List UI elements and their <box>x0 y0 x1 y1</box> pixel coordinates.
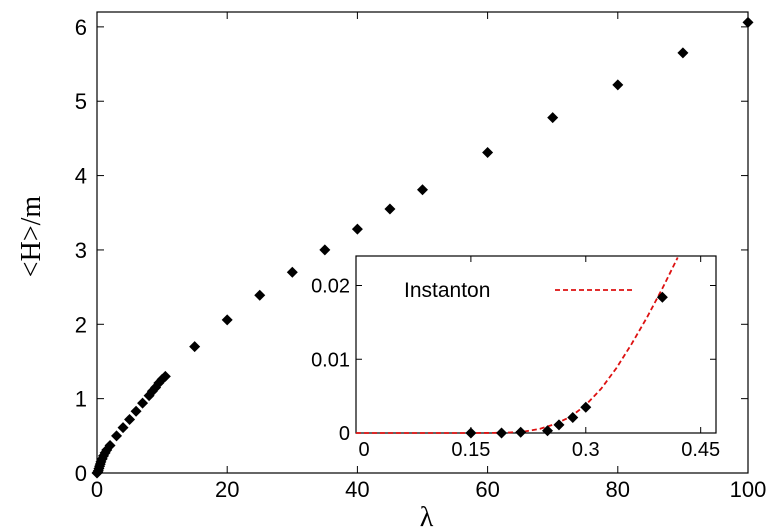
inset-x-ticks: 0 0.15 0.3 0.45 <box>355 256 720 461</box>
legend-label-instanton: Instanton <box>404 279 490 302</box>
main-data-point <box>547 112 559 124</box>
inset-data-point <box>515 426 527 438</box>
inset-y-ticks: 0 0.01 0.02 <box>311 276 716 445</box>
main-data-point <box>351 223 363 235</box>
main-x-tick-label: 60 <box>475 477 499 502</box>
main-x-tick-label: 20 <box>215 477 239 502</box>
main-data-point <box>221 314 233 326</box>
inset-y-tick-label: 0.02 <box>311 276 350 298</box>
inset-data-points <box>465 291 668 439</box>
main-x-tick-label: 80 <box>606 477 630 502</box>
main-data-point <box>117 422 129 434</box>
main-data-point <box>189 341 201 353</box>
main-data-point <box>124 413 136 425</box>
main-plot: 0 20 40 60 80 100 0 1 2 3 4 5 6 λ <H>/m <box>16 11 766 529</box>
main-x-tick-label: 100 <box>730 477 767 502</box>
inset-data-point <box>496 427 508 439</box>
inset-data-point <box>580 401 592 413</box>
inset-y-tick-label: 0 <box>339 423 350 445</box>
main-y-tick-label: 4 <box>75 164 87 189</box>
inset-data-point <box>465 427 477 439</box>
x-axis-title: λ <box>420 502 434 529</box>
inset-plot: 0 0.15 0.3 0.45 0 0.01 0.02 Instanton <box>311 255 720 461</box>
inset-plot-frame <box>355 255 717 434</box>
inset-background <box>356 256 716 433</box>
main-y-tick-label: 2 <box>75 312 87 337</box>
main-data-point <box>111 430 123 442</box>
inset-y-tick-label: 0.01 <box>311 349 350 371</box>
main-data-point <box>319 244 331 256</box>
inset-data-point <box>656 291 668 303</box>
main-y-tick-label: 5 <box>75 89 87 114</box>
main-data-point <box>104 439 116 451</box>
main-data-point <box>742 16 754 28</box>
main-data-point <box>159 370 171 382</box>
main-x-ticks: 0 20 40 60 80 100 <box>91 12 766 502</box>
main-y-ticks: 0 1 2 3 4 5 6 <box>75 15 748 486</box>
main-data-point <box>254 289 266 301</box>
inset-x-tick-label: 0.15 <box>451 439 490 461</box>
main-x-tick-label: 40 <box>345 477 369 502</box>
inset-legend: Instanton <box>404 279 633 302</box>
main-data-points <box>91 16 754 479</box>
inset-data-point <box>567 412 579 424</box>
y-axis-title: <H>/m <box>16 196 47 278</box>
main-data-point <box>130 405 142 417</box>
inset-x-tick-label: 0 <box>358 439 369 461</box>
main-x-tick-label: 0 <box>91 477 103 502</box>
main-y-tick-label: 3 <box>75 238 87 263</box>
main-data-point <box>417 184 428 196</box>
main-data-point <box>612 79 624 91</box>
inset-x-tick-label: 0.3 <box>572 439 600 461</box>
main-y-tick-label: 1 <box>75 387 87 412</box>
main-data-point <box>677 47 689 59</box>
main-data-point <box>482 147 494 159</box>
main-data-point <box>384 203 396 215</box>
main-plot-frame <box>96 11 749 474</box>
main-data-point <box>137 397 149 409</box>
inset-data-point <box>541 425 553 437</box>
main-data-point <box>286 266 298 278</box>
inset-x-tick-label: 0.45 <box>681 439 720 461</box>
inset-data-point <box>553 419 565 431</box>
main-y-tick-label: 6 <box>75 15 87 40</box>
main-y-tick-label: 0 <box>75 461 87 486</box>
